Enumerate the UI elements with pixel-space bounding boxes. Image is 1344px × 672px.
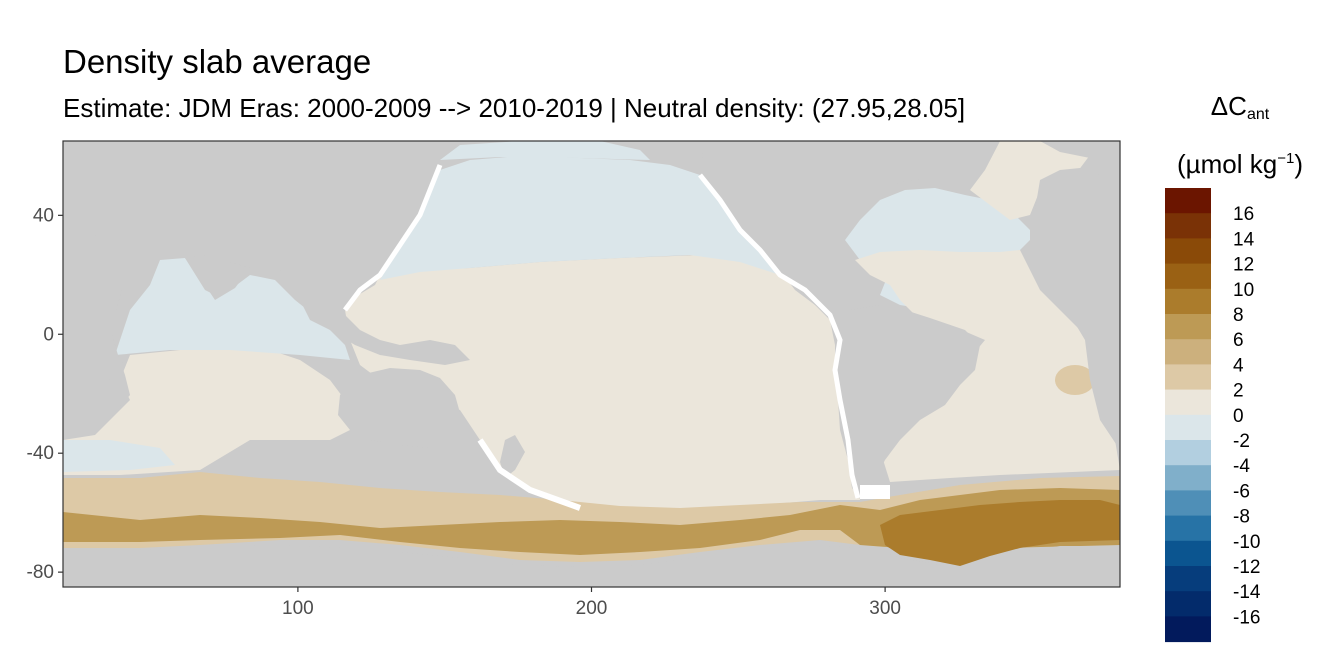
- x-tick-label: 200: [576, 598, 608, 619]
- no-data-patch-drake: [860, 485, 890, 499]
- y-tick-label: 0: [43, 324, 54, 345]
- legend-swatch: [1165, 188, 1211, 214]
- north-pacific-region: [380, 156, 780, 280]
- asia: [63, 141, 440, 300]
- y-tick-label: -80: [27, 562, 54, 583]
- africa: [63, 141, 130, 440]
- legend-swatch: [1165, 389, 1211, 416]
- legend-swatch: [1165, 364, 1211, 391]
- legend-swatch: [1165, 414, 1211, 441]
- legend-swatch: [1165, 339, 1211, 365]
- legend-swatch: [1165, 465, 1211, 491]
- legend-label: -4: [1233, 456, 1250, 477]
- legend-label: -12: [1233, 557, 1260, 578]
- legend-swatch: [1165, 591, 1211, 617]
- x-tick-label: 300: [869, 598, 901, 619]
- legend-label: 10: [1233, 280, 1254, 301]
- y-axis: 40 0 -40 -80: [27, 205, 63, 583]
- map-panel: [63, 141, 1120, 587]
- legend-colorbar: 16 14 12 10 8 6 4 2 0 -2 -4 -6 -8 -10 -12 -14 -16: [1165, 188, 1261, 643]
- x-tick-label: 100: [282, 598, 314, 619]
- atlantic-mid-patch: [1055, 365, 1095, 395]
- legend-title-unit-exponent: −1: [1277, 150, 1295, 167]
- legend-swatch: [1165, 238, 1211, 265]
- legend-swatch: [1165, 213, 1211, 239]
- legend-title: ΔCant (µmol kg−1): [1150, 84, 1330, 186]
- new-zealand: [500, 435, 525, 478]
- legend-title-symbol: ΔC: [1210, 91, 1247, 121]
- legend-label: -6: [1233, 481, 1250, 502]
- legend-swatch: [1165, 540, 1211, 567]
- y-tick-label: -40: [27, 443, 54, 464]
- legend-label: 16: [1233, 204, 1254, 225]
- south-indian-negative-band: [63, 440, 175, 472]
- indian-ocean-region: [63, 348, 350, 475]
- legend-swatch: [1165, 314, 1211, 340]
- indian-ocean-north-region: [115, 258, 350, 360]
- legend-label: -14: [1233, 582, 1261, 603]
- bering-sea-region: [440, 141, 650, 160]
- australia: [338, 368, 462, 448]
- legend-label: 12: [1233, 255, 1254, 276]
- pacific-ocean-region: [345, 255, 860, 512]
- no-data-coast-asia: [343, 164, 443, 312]
- legend-title-unit-close: ): [1294, 149, 1303, 179]
- legend-label: 0: [1233, 406, 1244, 427]
- legend-label: 6: [1233, 330, 1244, 351]
- central-atlantic-region: [855, 250, 1120, 482]
- legend-swatch: [1165, 440, 1211, 466]
- x-axis: 100 200 300: [282, 587, 901, 619]
- y-tick-label: 40: [33, 205, 54, 226]
- legend-label: 2: [1233, 381, 1244, 402]
- map-title: Density slab average: [63, 43, 372, 80]
- legend-swatch: [1165, 490, 1211, 517]
- greenland: [1040, 141, 1120, 160]
- legend-label: 8: [1233, 305, 1244, 326]
- legend-label: -2: [1233, 431, 1250, 452]
- map-subtitle: Estimate: JDM Eras: 2000-2009 --> 2010-2…: [63, 93, 966, 123]
- southeast-asia-islands: [300, 295, 470, 365]
- legend-label: -8: [1233, 507, 1250, 528]
- madagascar: [108, 362, 126, 405]
- southern-ocean-deep-band: [63, 488, 1120, 555]
- legend-swatch: [1165, 263, 1211, 290]
- legend-swatch: [1165, 616, 1211, 643]
- weddell-sea-region: [880, 500, 1120, 566]
- north-atlantic-subpolar-region: [970, 141, 1090, 220]
- legend-label: -10: [1233, 532, 1260, 553]
- legend-swatch: [1165, 515, 1211, 542]
- legend-label: 4: [1233, 355, 1244, 376]
- legend-label: -16: [1233, 607, 1260, 628]
- legend-swatch: [1165, 566, 1211, 592]
- legend-label: 14: [1233, 229, 1255, 250]
- legend-swatch: [1165, 288, 1211, 315]
- no-data-coast-americas: [698, 173, 861, 499]
- india: [185, 255, 250, 300]
- legend-title-subscript: ant: [1246, 106, 1270, 123]
- legend-title-unit: (µmol kg: [1177, 149, 1278, 179]
- north-america: [700, 141, 1000, 290]
- no-data-antarctic-shelf: [477, 438, 582, 511]
- antarctica: [63, 545, 1120, 587]
- europe: [1030, 168, 1120, 450]
- south-america: [830, 305, 980, 498]
